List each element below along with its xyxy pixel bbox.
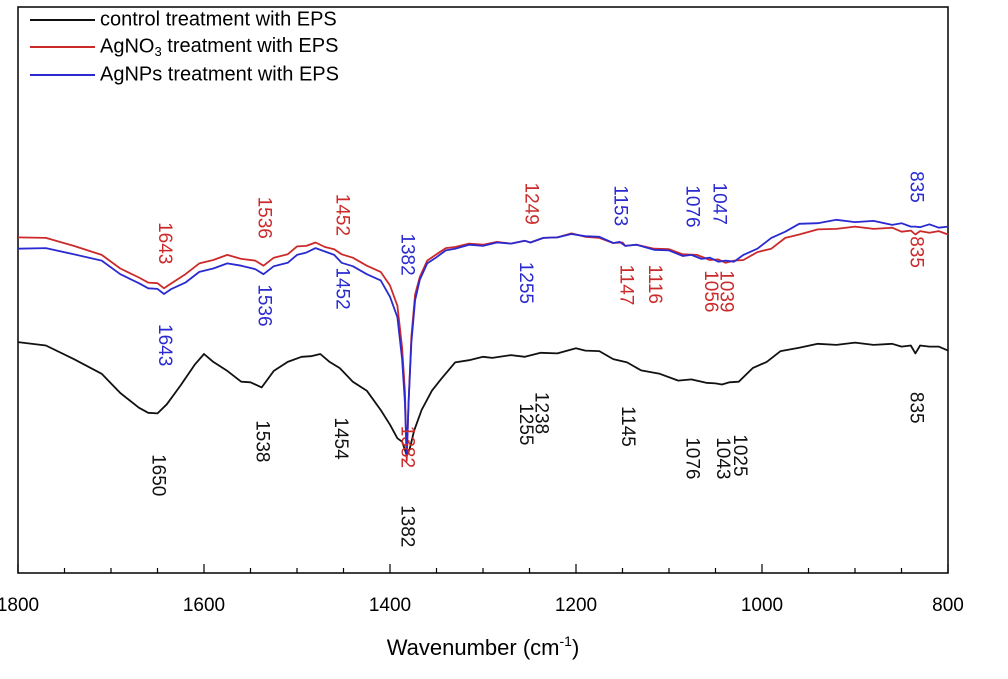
peak-label-835: 835 [905,392,926,424]
peak-label-1536: 1536 [253,197,274,239]
peak-label-1043: 1043 [712,437,733,479]
peak-label-1255: 1255 [515,262,536,304]
x-tick-label: 1800 [0,595,39,616]
peak-label-1145: 1145 [617,406,638,447]
legend-label: AgNPs treatment with EPS [100,63,339,85]
legend: control treatment with EPS AgNO3 treatmen… [30,8,339,85]
peak-label-1382: 1382 [397,505,418,547]
peak-label-1025: 1025 [729,434,750,476]
peak-label-1382: 1382 [397,426,418,468]
peak-label-1454: 1454 [330,417,351,460]
peak-label-835: 835 [905,171,926,203]
x-tick-label: 800 [932,595,964,616]
peak-label-1076: 1076 [681,185,702,227]
legend-label: control treatment with EPS [100,8,337,30]
peak-label-1650: 1650 [147,454,168,496]
x-axis-title-text: Wavenumber (cm [387,635,560,660]
x-axis-title: Wavenumber (cm-1) [387,633,580,660]
x-axis: 1800 1600 1400 1200 1000 800 [0,564,964,616]
x-tick-label: 1200 [555,595,597,616]
peak-label-1047: 1047 [708,183,729,225]
series-line-1 [17,341,949,457]
peak-label-1452: 1452 [332,267,353,309]
peak-label-1255: 1255 [515,403,536,445]
series-line-3 [17,218,949,457]
peak-label-1153: 1153 [610,185,631,226]
peak-label-1382: 1382 [397,233,418,275]
legend-label: AgNO3 treatment with EPS [100,35,338,59]
x-axis-title-superscript: -1 [560,633,573,649]
peak-label-1056: 1056 [700,270,721,312]
x-tick-label: 1600 [183,595,225,616]
peak-label-1249: 1249 [520,183,541,225]
series-layer [17,218,949,462]
peak-label-1076: 1076 [681,437,702,479]
x-tick-label: 1400 [369,595,411,616]
peak-label-1116: 1116 [644,265,665,304]
peak-label-1452: 1452 [332,194,353,236]
peak-label-1238: 1238 [531,392,552,434]
x-axis-title-close: ) [572,635,579,660]
peak-label-835: 835 [905,236,926,268]
peak-label-1643: 1643 [154,324,175,366]
peak-label-1147: 1147 [615,265,636,306]
series-line-2 [17,225,949,462]
peak-label-1536: 1536 [253,284,274,326]
peak-label-1643: 1643 [154,222,175,264]
peak-label-1039: 1039 [716,270,737,312]
x-tick-label: 1000 [741,595,783,616]
peak-label-1538: 1538 [252,420,273,462]
